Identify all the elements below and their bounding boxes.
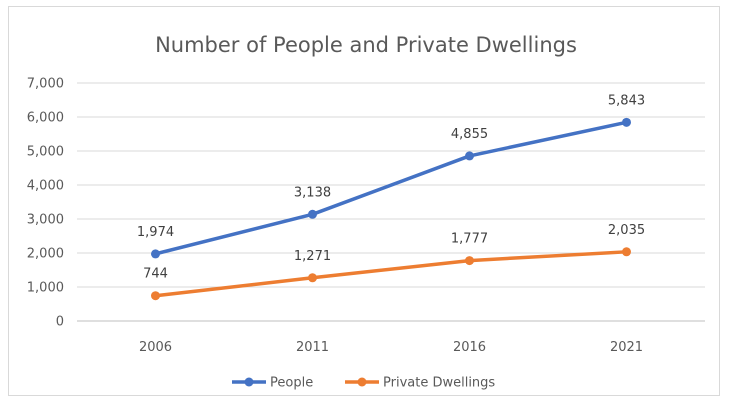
- legend-marker: [244, 377, 254, 387]
- x-axis-ticks: 2006 2011 2016 2021: [139, 340, 643, 355]
- data-point: [465, 151, 474, 161]
- y-tick-label: 3,000: [27, 213, 64, 228]
- data-point: [151, 291, 160, 301]
- data-point: [151, 249, 160, 259]
- data-label: 2,035: [608, 223, 645, 238]
- x-tick-label: 2006: [139, 340, 172, 355]
- y-tick-label: 4,000: [27, 179, 64, 194]
- data-point: [622, 117, 631, 127]
- x-tick-label: 2021: [610, 340, 643, 355]
- data-label: 1,974: [137, 225, 174, 240]
- data-label: 1,777: [451, 232, 488, 247]
- data-label: 4,855: [451, 127, 488, 142]
- y-tick-label: 7,000: [27, 77, 64, 92]
- data-point: [465, 256, 474, 266]
- x-tick-label: 2016: [453, 340, 486, 355]
- gridlines: [77, 82, 705, 322]
- y-tick-label: 1,000: [27, 281, 64, 296]
- legend-label: People: [270, 376, 313, 391]
- y-tick-label: 2,000: [27, 247, 64, 262]
- y-tick-label: 6,000: [27, 111, 64, 126]
- y-tick-label: 5,000: [27, 145, 64, 160]
- chart-title: Number of People and Private Dwellings: [155, 33, 577, 57]
- data-label: 3,138: [294, 185, 331, 200]
- x-tick-label: 2011: [296, 340, 329, 355]
- series-line-1: [153, 250, 629, 298]
- chart-area: [8, 6, 720, 396]
- data-label: 5,843: [608, 93, 645, 108]
- legend-label: Private Dwellings: [383, 376, 495, 391]
- data-point: [622, 247, 631, 257]
- data-label: 1,271: [294, 249, 331, 264]
- y-axis-ticks: 0 1,000 2,000 3,000 4,000 5,000 6,000 7,000: [27, 77, 64, 330]
- legend-marker: [357, 377, 367, 387]
- data-point: [308, 209, 317, 219]
- series-line-0: [153, 120, 629, 256]
- series-group: 1,974 3,138 4,855 5,843 744 1,271 1,777 2,035: [137, 93, 645, 301]
- data-label: 744: [143, 267, 168, 282]
- legend: People Private Dwellings: [232, 376, 495, 391]
- data-point: [308, 273, 317, 283]
- y-tick-label: 0: [56, 315, 64, 330]
